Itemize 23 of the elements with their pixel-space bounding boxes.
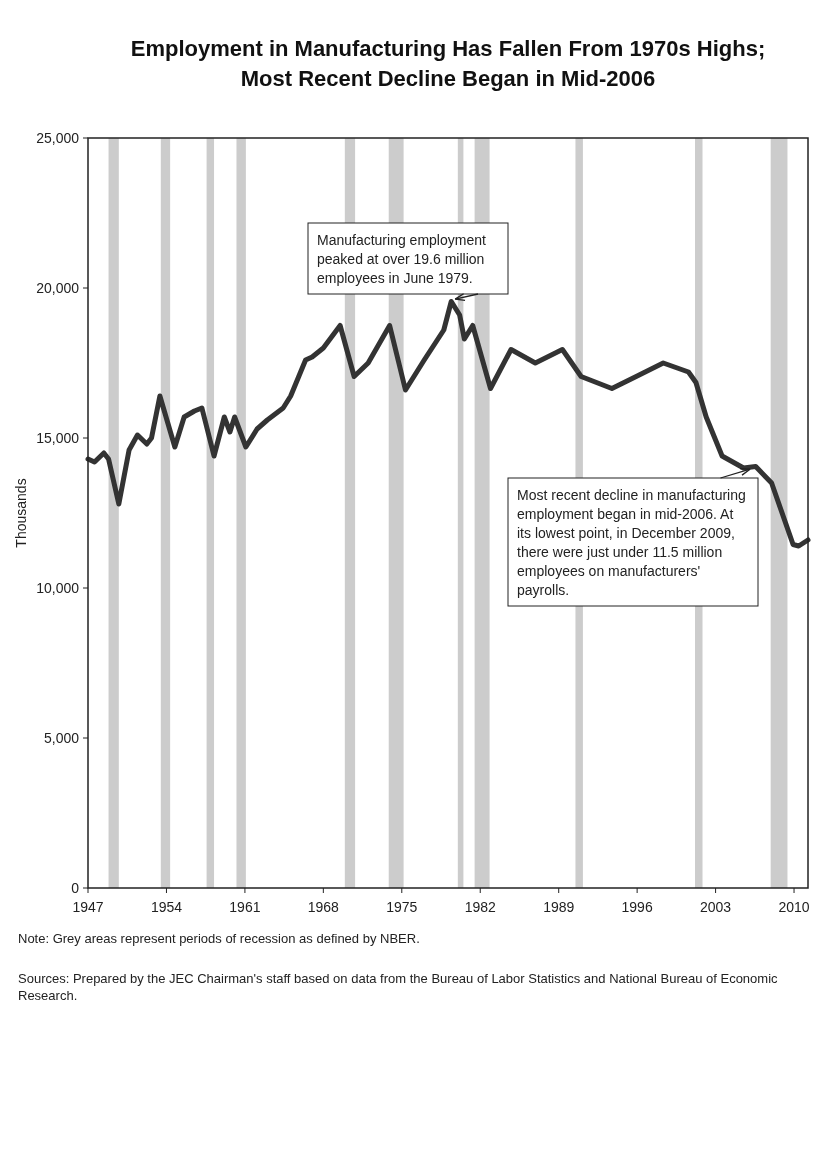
annotation: Manufacturing employment peaked at over 19.6 million employees in June 1979.: [317, 232, 486, 286]
y-tick-label: 5,000: [43, 729, 80, 746]
x-tick-label: 1989: [543, 899, 575, 915]
y-tick-label: 0: [71, 879, 80, 896]
y-tick-label: 10,000: [36, 579, 80, 596]
chart-subtitle: Most Recent Decline Began in Mid-2006: [240, 66, 656, 91]
y-axis-title: Thousands: [13, 478, 29, 548]
y-tick-label: 25,000: [36, 129, 80, 146]
source-note: Sources: Prepared by the JEC Chairman's staff based on data from the Bureau of Labor Statistics and National Bureau of Economic Research.: [18, 971, 779, 1003]
annotation: Most recent decline in manufacturing employment began in mid-2006. At its lowest point, in December 2009, there were just under 11.5 million employees on manufacturers' payrolls.: [517, 487, 746, 598]
x-tick-label: 1968: [307, 899, 340, 915]
x-tick-label: 2003: [700, 899, 732, 915]
y-tick-label: 20,000: [36, 279, 80, 296]
x-tick-label: 2010: [778, 899, 810, 915]
x-tick-label: 1947: [72, 899, 104, 915]
text: Note: Grey areas represent periods of recession as defined by NBER.: [18, 931, 420, 946]
y-tick-label: 15,000: [36, 429, 80, 446]
x-tick-label: 1961: [229, 899, 261, 915]
x-tick-label: 1954: [150, 899, 183, 915]
x-tick-label: 1982: [464, 899, 497, 915]
chart-title: Employment in Manufacturing Has Fallen From 1970s Highs;: [130, 36, 766, 61]
x-tick-label: 1975: [386, 899, 418, 915]
x-tick-label: 1996: [621, 899, 653, 915]
